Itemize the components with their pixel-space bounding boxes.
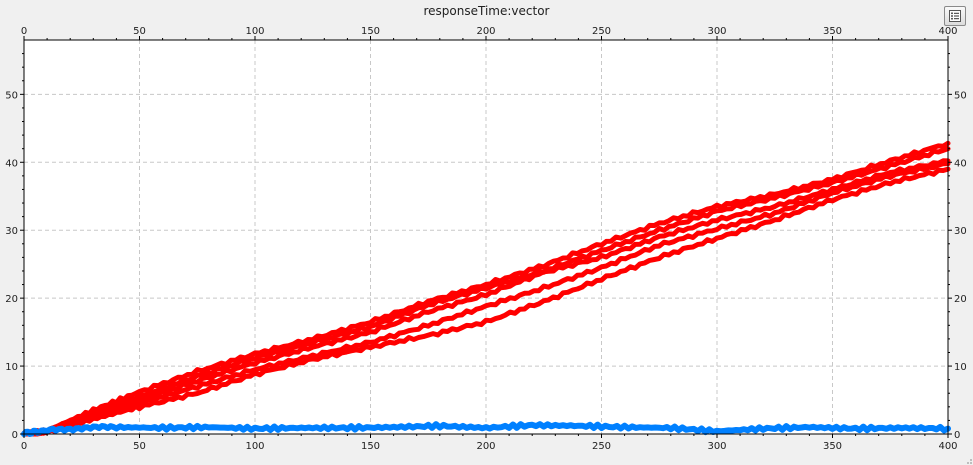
y-tick-label-right: 30: [954, 226, 967, 237]
x-tick-label-bottom: 200: [476, 441, 495, 452]
x-tick-label-top: 350: [823, 26, 842, 37]
series-line-4[interactable]: [21, 161, 951, 437]
x-tick-label-top: 0: [21, 26, 27, 37]
y-tick-label-left: 50: [5, 90, 18, 101]
x-tick-label-top: 50: [133, 26, 146, 37]
series-line-2[interactable]: [21, 146, 951, 437]
y-tick-label-left: 0: [12, 430, 18, 441]
x-tick-label-bottom: 400: [938, 441, 957, 452]
y-tick-label-left: 20: [5, 294, 18, 305]
y-tick-label-left: 40: [5, 158, 18, 169]
y-tick-label-left: 10: [5, 362, 18, 373]
legend-list-icon: [949, 10, 961, 22]
x-tick-label-top: 250: [592, 26, 611, 37]
y-tick-label-left: 30: [5, 226, 18, 237]
series-line-6[interactable]: [21, 421, 951, 437]
chart-title: responseTime:vector: [423, 4, 550, 18]
x-tick-label-bottom: 100: [245, 441, 264, 452]
x-tick-label-top: 300: [707, 26, 726, 37]
x-tick-label-top: 100: [245, 26, 264, 37]
x-tick-label-bottom: 300: [707, 441, 726, 452]
legend-button[interactable]: [944, 6, 966, 26]
x-tick-label-bottom: 250: [592, 441, 611, 452]
x-tick-label-bottom: 50: [133, 441, 146, 452]
x-tick-label-top: 200: [476, 26, 495, 37]
x-tick-label-bottom: 350: [823, 441, 842, 452]
x-tick-label-bottom: 0: [21, 441, 27, 452]
x-tick-label-bottom: 150: [361, 441, 380, 452]
x-tick-label-top: 400: [938, 26, 957, 37]
x-tick-label-top: 150: [361, 26, 380, 37]
y-tick-label-right: 0: [954, 430, 960, 441]
y-tick-label-right: 50: [954, 90, 967, 101]
series-line-5[interactable]: [21, 166, 951, 437]
y-tick-label-right: 40: [954, 158, 967, 169]
series-line-3[interactable]: [21, 158, 951, 437]
y-tick-label-right: 20: [954, 294, 967, 305]
y-tick-label-right: 10: [954, 362, 967, 373]
resize-grip-icon[interactable]: [963, 455, 973, 465]
